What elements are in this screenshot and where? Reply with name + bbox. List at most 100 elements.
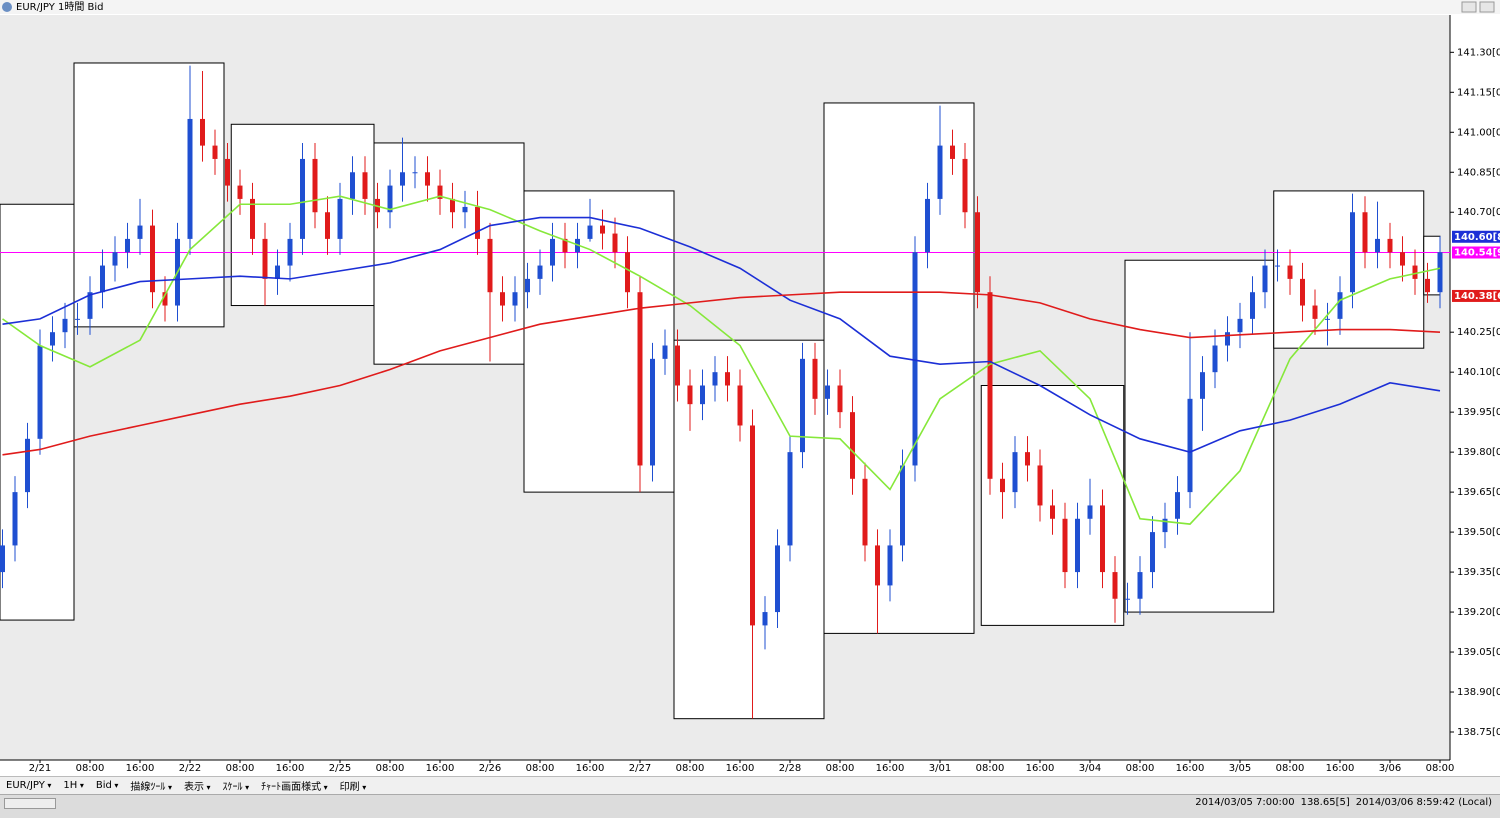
candle-body: [475, 206, 480, 239]
candle-body: [1262, 265, 1268, 293]
candle-body: [12, 492, 18, 546]
candle-body: [287, 238, 293, 266]
y-tick-label: 140.25[0]: [1457, 327, 1500, 338]
toolbar-menu[interactable]: 印刷: [340, 778, 367, 793]
candle-body: [962, 158, 968, 213]
candle-body: [1325, 318, 1330, 320]
price-label-box: [1452, 289, 1500, 302]
y-tick-label: 138.75[0]: [1457, 727, 1500, 738]
moving-average: [2, 216, 1441, 453]
x-tick-label: 08:00: [76, 763, 105, 774]
y-tick-label: 140.70[0]: [1457, 207, 1500, 218]
candle-body: [1387, 238, 1393, 253]
x-tick-label: 16:00: [126, 763, 155, 774]
candle-body: [62, 318, 68, 333]
toolbar-menu[interactable]: 1H: [63, 780, 83, 791]
candle-body: [487, 238, 493, 293]
candle-body: [325, 212, 330, 239]
x-tick-label: 2/21: [29, 763, 51, 774]
x-tick-label: 3/04: [1079, 763, 1101, 774]
candle-body: [1250, 292, 1255, 319]
candle-body: [1225, 332, 1230, 346]
candle-body: [1000, 478, 1005, 493]
x-tick-label: 08:00: [976, 763, 1005, 774]
candle-body: [1425, 278, 1430, 293]
scrollbar[interactable]: [4, 798, 56, 809]
candle-body: [1112, 572, 1118, 599]
price-label-box: [1452, 246, 1500, 259]
candle-body: [1200, 372, 1205, 399]
candle-body: [1212, 345, 1218, 373]
x-tick-label: 2/27: [629, 763, 651, 774]
x-tick-label: 16:00: [276, 763, 305, 774]
candle-body: [300, 158, 305, 239]
y-tick-label: 141.15[0]: [1457, 87, 1500, 98]
x-tick-label: 16:00: [426, 763, 455, 774]
candle-body: [87, 292, 93, 319]
candle-body: [312, 158, 318, 213]
candle-body: [625, 252, 630, 293]
candle-body: [187, 118, 193, 239]
y-tick-label: 141.00[0]: [1457, 127, 1500, 138]
candle-body: [262, 238, 268, 279]
x-tick-label: 08:00: [1126, 763, 1155, 774]
candle-body: [1375, 238, 1380, 253]
candle-body: [1437, 252, 1443, 293]
candle-body: [1125, 598, 1130, 600]
price-label: 140.54[9: [1454, 247, 1500, 258]
candle-body: [1287, 265, 1293, 279]
candle-body: [750, 425, 755, 626]
x-tick-label: 16:00: [876, 763, 905, 774]
toolbar-menu[interactable]: ｽｹｰﾙ: [223, 778, 250, 793]
toolbar-menu[interactable]: ﾁｬｰﾄ画面様式: [261, 778, 328, 793]
x-tick-label: 3/05: [1229, 763, 1251, 774]
candle-body: [275, 265, 280, 279]
candle-body: [825, 385, 830, 399]
price-label: 140.60[8: [1454, 232, 1500, 243]
x-tick-label: 08:00: [1426, 763, 1455, 774]
x-tick-label: 16:00: [1026, 763, 1055, 774]
candle-body: [675, 345, 680, 386]
maximize-button[interactable]: [1479, 1, 1495, 13]
candle-body: [612, 233, 618, 253]
x-tick-label: 08:00: [526, 763, 555, 774]
toolbar-menu[interactable]: 表示: [184, 778, 211, 793]
candle-body: [700, 385, 705, 405]
candle-body: [1012, 452, 1018, 493]
candle-body: [112, 252, 118, 266]
range-box: [0, 203, 75, 621]
candle-body: [1075, 518, 1080, 573]
toolbar-menu[interactable]: 描線ﾂｰﾙ: [130, 778, 172, 793]
candle-body: [1175, 492, 1180, 519]
y-tick-label: 139.95[0]: [1457, 407, 1500, 418]
candle-body: [1412, 265, 1418, 279]
candle-body: [412, 172, 418, 174]
candle-body: [887, 545, 893, 586]
candle-body: [400, 172, 405, 186]
candle-body: [1150, 532, 1155, 573]
x-tick-label: 2/22: [179, 763, 201, 774]
candle-body: [37, 345, 43, 439]
status-items: 2014/03/05 7:00:00 138.65[5] 2014/03/06 8:…: [1195, 797, 1492, 808]
minimize-button[interactable]: [1461, 1, 1477, 13]
candle-body: [1362, 212, 1368, 253]
candle-body: [687, 385, 693, 405]
title-bar: [0, 0, 1500, 14]
candle-body: [725, 372, 730, 386]
candle-body: [1025, 452, 1030, 466]
x-tick-label: 3/06: [1379, 763, 1401, 774]
candle-body: [650, 358, 655, 466]
candle-body: [1300, 278, 1305, 306]
candle-body: [850, 412, 855, 479]
toolbar-menu[interactable]: EUR/JPY: [6, 780, 51, 791]
candle-body: [800, 358, 805, 453]
candle-body: [925, 198, 930, 253]
candle-body: [975, 212, 980, 293]
toolbar-menu[interactable]: Bid: [96, 780, 119, 791]
range-box: [673, 339, 825, 720]
x-tick-label: 2/25: [329, 763, 351, 774]
moving-average: [2, 291, 1441, 456]
candle-body: [637, 292, 643, 466]
candle-body: [50, 332, 55, 346]
candle-body: [1275, 265, 1280, 267]
